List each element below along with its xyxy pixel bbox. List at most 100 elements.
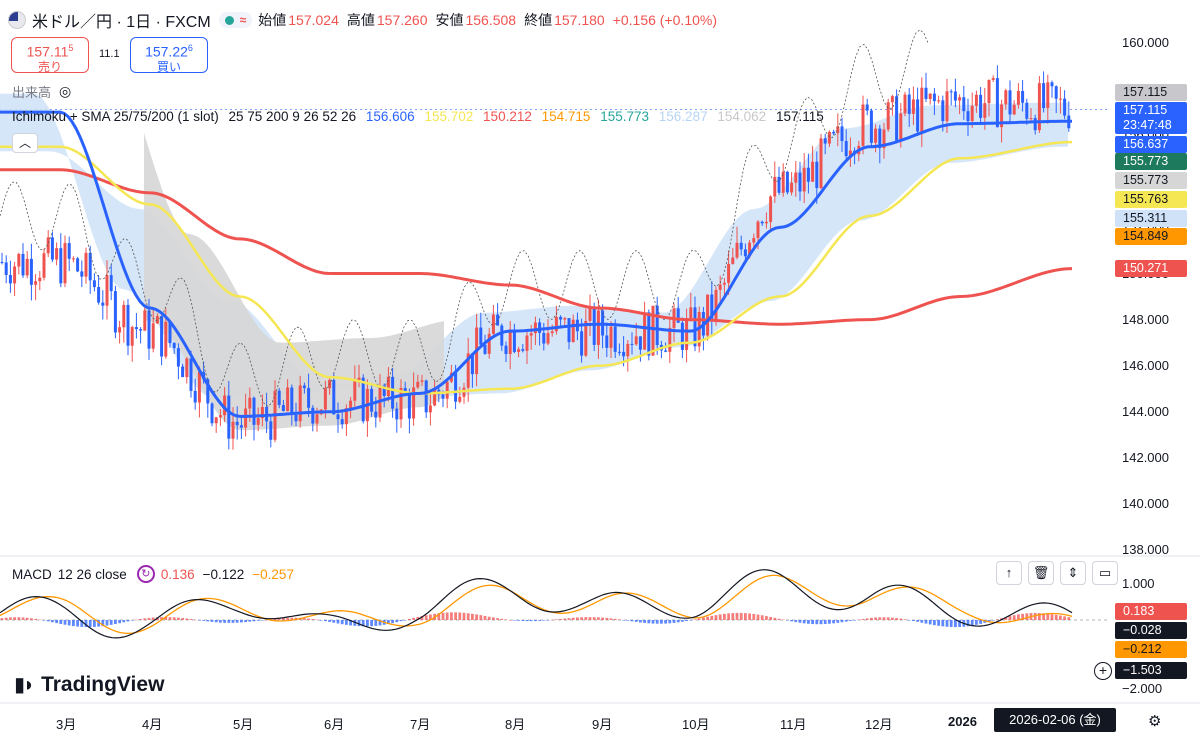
candle-body <box>269 421 273 440</box>
candle-body <box>756 221 760 239</box>
candle-body <box>231 421 235 439</box>
macd-histogram-bar <box>853 620 856 621</box>
collapse-legend-button[interactable]: ︿ <box>12 133 38 153</box>
macd-histogram-bar <box>181 618 184 620</box>
macd-name: MACD <box>12 566 52 582</box>
eye-off-icon[interactable]: ◎ <box>59 83 72 99</box>
candle-body <box>979 94 983 118</box>
candle-body <box>962 97 966 112</box>
candle-body <box>596 310 600 345</box>
candle-body <box>932 93 936 102</box>
macd-params: 12 26 close <box>57 566 127 582</box>
macd-histogram-bar <box>525 620 529 622</box>
macd-histogram-bar <box>34 618 37 620</box>
macd-histogram-bar <box>420 616 424 620</box>
volume-legend[interactable]: 出来高 ◎ <box>12 82 71 101</box>
candle-body <box>567 318 571 343</box>
candle-body <box>958 97 962 101</box>
arrow-up-icon: ↑ <box>1005 565 1013 580</box>
buy-button[interactable]: 157.226 買い <box>130 37 208 74</box>
macd-histogram-bar <box>609 618 613 620</box>
delete-pane-button[interactable]: 🗑 <box>1028 561 1054 585</box>
sell-button[interactable]: 157.115 売り <box>11 37 89 74</box>
macd-histogram-bar <box>1063 616 1066 620</box>
macd-histogram-bar <box>891 617 894 620</box>
macd-histogram-bar <box>819 620 823 625</box>
candle-body <box>311 407 315 424</box>
candle-body <box>920 87 924 132</box>
candle-body <box>29 258 33 285</box>
macd-histogram-bar <box>567 618 571 620</box>
price-tag: 154.849 <box>1115 228 1187 245</box>
candle-body <box>563 318 567 320</box>
ohlc-open-value: 157.024 <box>288 12 339 28</box>
candle-body <box>1063 98 1067 116</box>
macd-histogram-bar <box>324 620 327 622</box>
macd-histogram-bar <box>588 617 592 620</box>
candle-body <box>1021 91 1025 103</box>
price-tag: 150.271 <box>1115 260 1187 277</box>
macd-histogram-bar <box>970 620 974 626</box>
macd-histogram-bar <box>987 620 991 622</box>
market-status[interactable]: ≈ <box>218 12 253 28</box>
buy-price-sup: 6 <box>187 43 193 53</box>
macd-histogram-bar <box>105 620 109 626</box>
macd-histogram-bar <box>735 612 739 620</box>
macd-histogram-bar <box>676 620 680 623</box>
kumo-bullish <box>0 93 1068 398</box>
macd-histogram-bar <box>542 620 546 621</box>
macd-histogram-bar <box>206 620 210 622</box>
price-axis-label: 138.000 <box>1122 542 1169 558</box>
refresh-icon[interactable]: ↻ <box>136 565 155 583</box>
price-tag: 155.773 <box>1115 153 1187 170</box>
candle-body <box>727 263 731 283</box>
symbol-header[interactable]: 米ドル／円 · 1日 · FXCM ≈ 始値 157.024 高値 157.26… <box>8 8 725 32</box>
macd-histogram-bar <box>601 617 604 620</box>
indicator-legend[interactable]: Ichimoku + SMA 25/75/200 (1 slot) 25 75 … <box>12 109 824 124</box>
macd-histogram-bar <box>786 620 789 621</box>
macd-histogram-bar <box>933 620 936 626</box>
macd-histogram-bar <box>991 620 995 621</box>
candle-body <box>210 403 214 424</box>
macd-histogram-bar <box>949 620 953 627</box>
macd-legend[interactable]: MACD 12 26 close ↻ 0.136 −0.122 −0.257 <box>12 565 294 583</box>
candle-body <box>882 129 886 149</box>
candle-body <box>588 307 592 321</box>
macd-histogram-bar <box>487 616 491 620</box>
macd-histogram-bar <box>576 617 579 620</box>
candle-body <box>361 377 365 422</box>
macd-histogram-bar <box>823 620 827 625</box>
macd-histogram-bar <box>30 618 33 620</box>
candle-body <box>433 389 437 406</box>
macd-histogram-bar <box>118 620 121 624</box>
candle-body <box>559 316 563 320</box>
candle-body <box>500 325 504 346</box>
collapse-pane-button[interactable]: ⇕ <box>1060 561 1086 585</box>
candle-body <box>937 100 941 102</box>
ohlc-high-label: 高値 <box>346 12 375 28</box>
add-button[interactable]: + <box>1094 662 1112 680</box>
grid <box>0 108 1200 704</box>
candle-body <box>277 390 281 406</box>
candle-body <box>298 385 302 422</box>
candle-body <box>370 388 374 412</box>
candle-body <box>1033 118 1037 131</box>
candle-body <box>239 425 243 428</box>
macd-histogram-bar <box>647 620 651 624</box>
indicator-value: 155.773 <box>600 109 650 124</box>
candle-body <box>815 161 819 189</box>
candle-body <box>420 380 424 382</box>
move-up-button[interactable]: ↑ <box>996 561 1022 585</box>
candle-body <box>664 350 668 352</box>
candle-body <box>0 261 4 263</box>
settings-gear-icon[interactable]: ⚙ <box>1148 713 1162 730</box>
macd-histogram-bar <box>664 620 667 624</box>
candle-body <box>252 397 256 425</box>
time-axis-label: 10月 <box>682 717 710 732</box>
symbol-title[interactable]: 米ドル／円 · 1日 · FXCM <box>32 14 211 31</box>
candle-body <box>1058 98 1062 100</box>
candle-body <box>928 93 932 100</box>
macd-histogram-bar <box>42 620 46 621</box>
maximize-pane-button[interactable]: ▭ <box>1092 561 1118 585</box>
